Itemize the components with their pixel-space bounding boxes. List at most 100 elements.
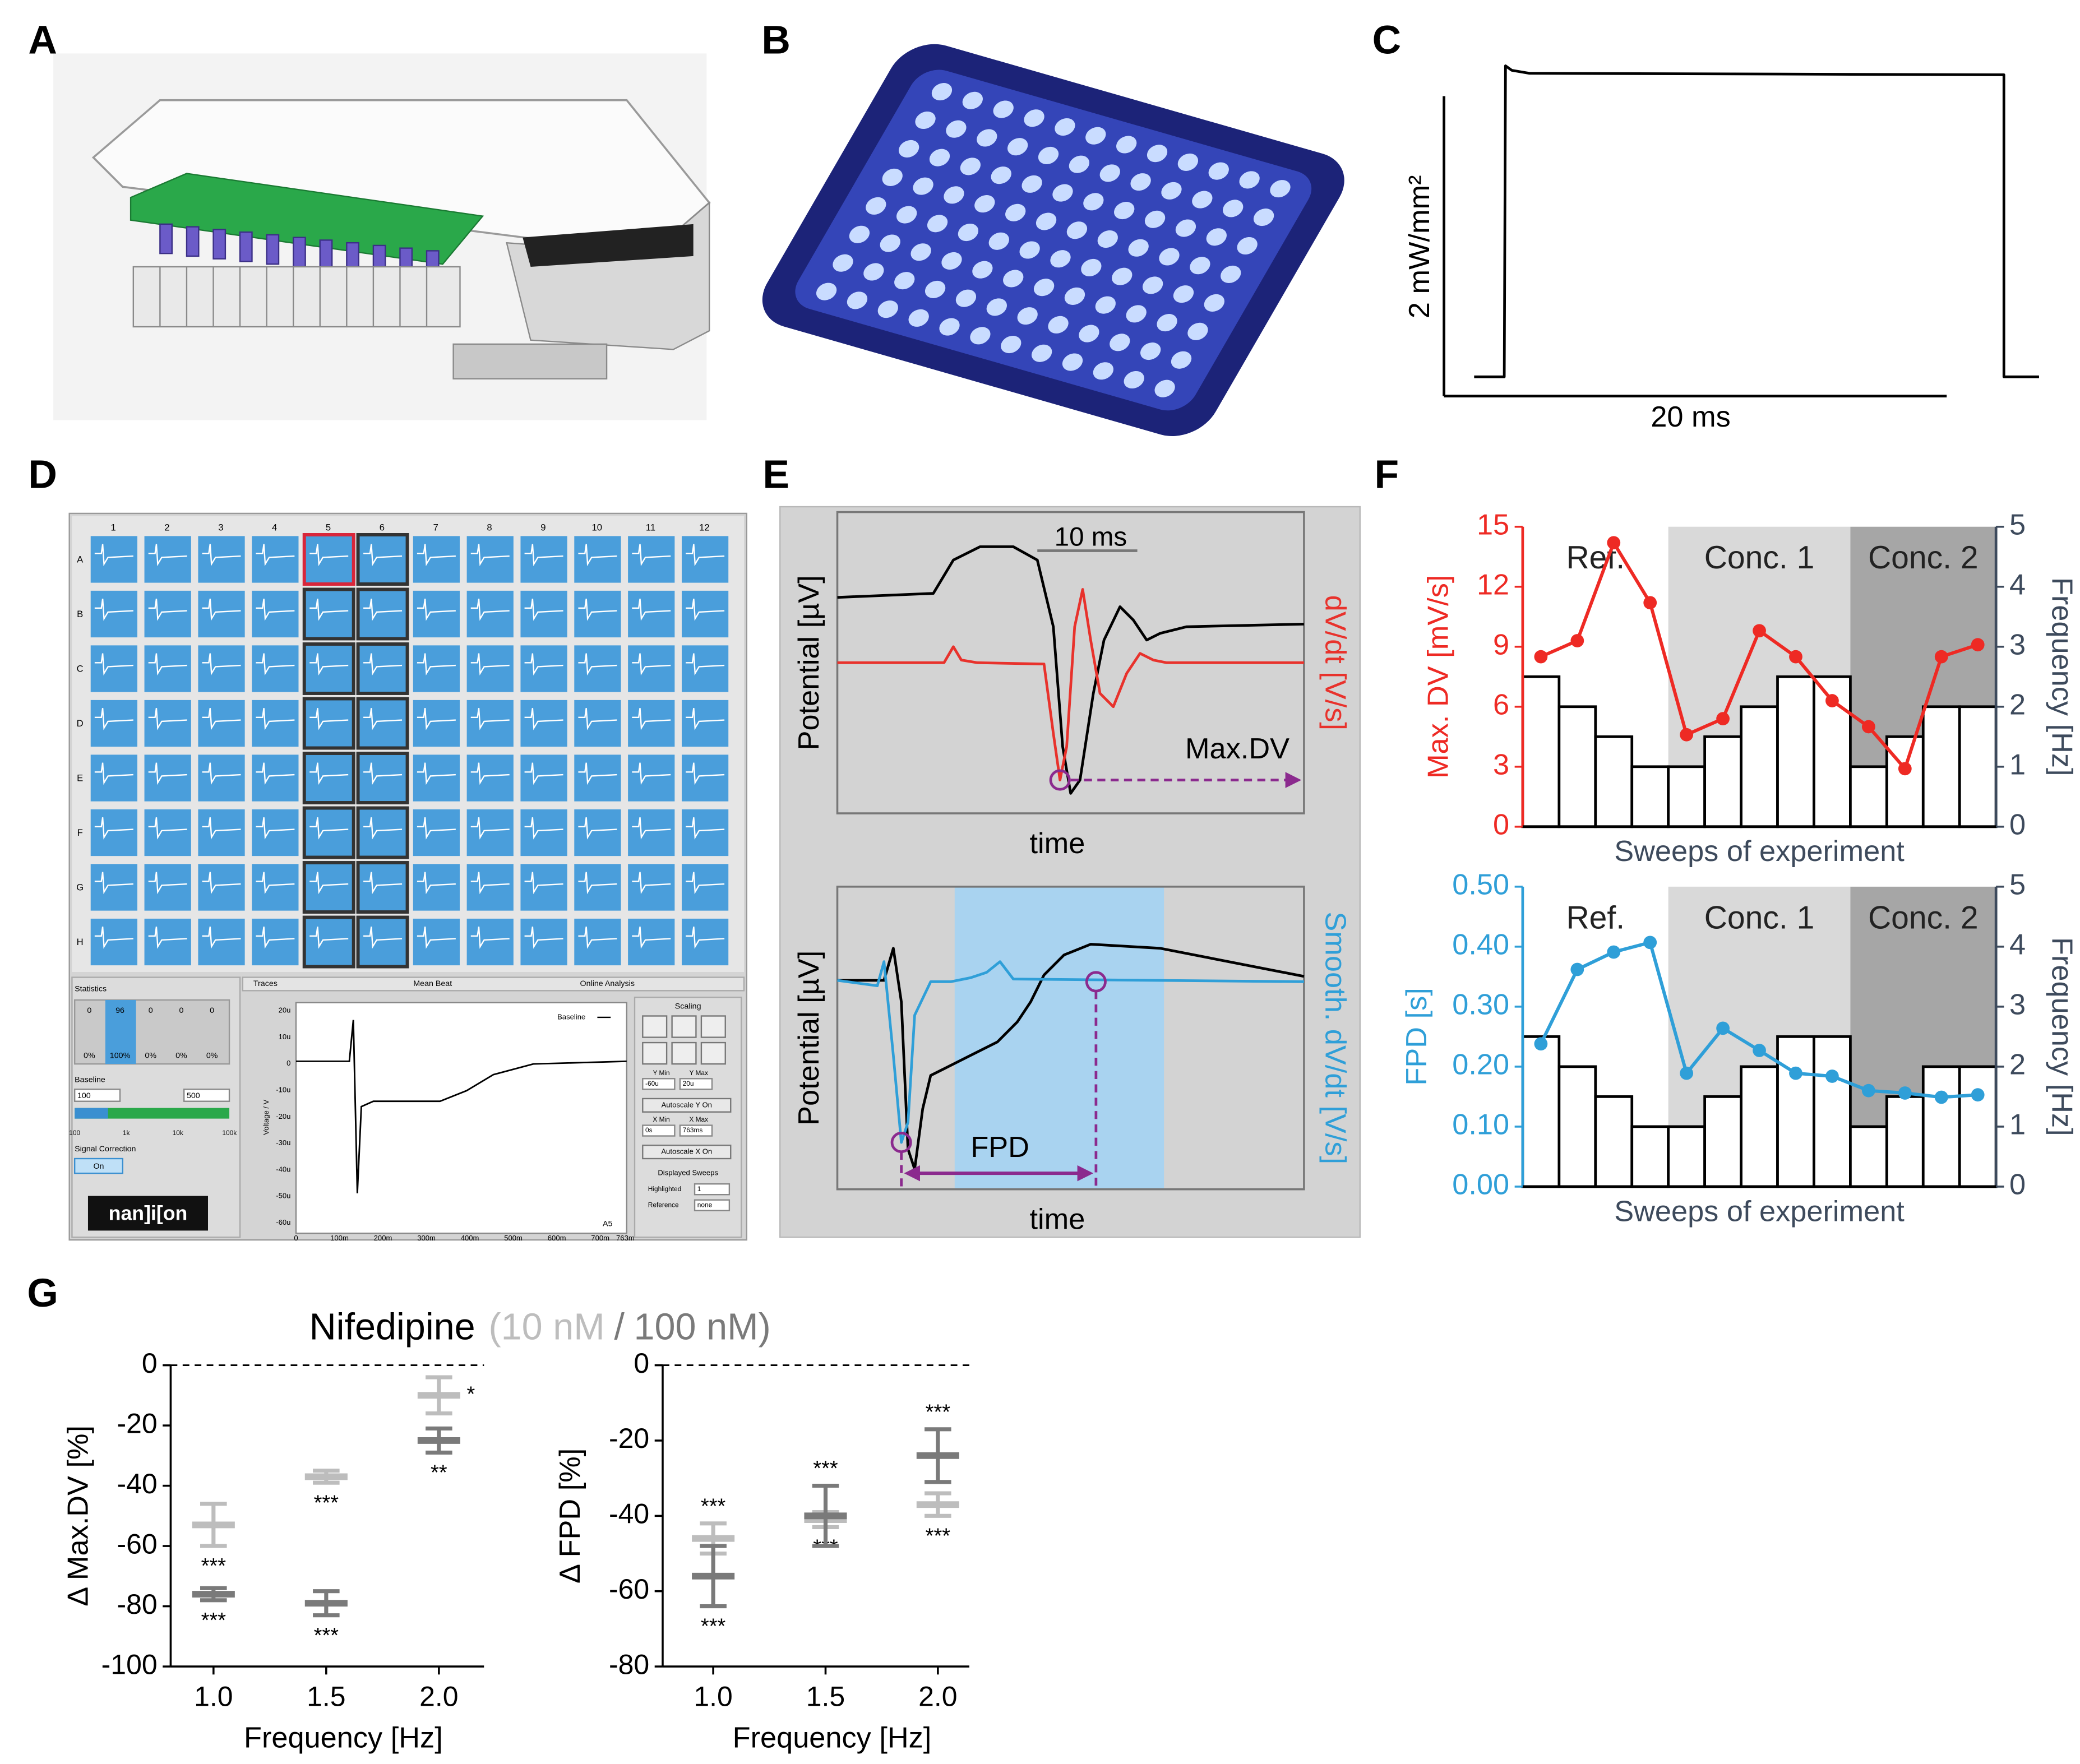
led-dot <box>1083 193 1104 211</box>
well <box>144 754 191 802</box>
led-dot <box>1130 173 1151 191</box>
well <box>628 590 675 638</box>
well-selected <box>356 752 409 804</box>
autoscale-button[interactable] <box>642 1098 732 1113</box>
well-trace <box>256 817 295 840</box>
well <box>574 864 621 911</box>
led-dot <box>1161 182 1182 200</box>
well-trace <box>524 653 563 676</box>
well <box>306 590 353 638</box>
well-trace <box>94 707 133 730</box>
well <box>681 864 729 911</box>
led-dot <box>1066 221 1088 239</box>
tool-button[interactable] <box>671 1015 697 1038</box>
panel-label: B <box>761 17 791 62</box>
significance: ** <box>431 1461 447 1485</box>
field-label: X Max <box>689 1115 708 1123</box>
well <box>466 864 514 911</box>
led-dot <box>1144 210 1166 228</box>
autoscale-button[interactable] <box>642 1145 732 1160</box>
led-dot <box>927 215 948 233</box>
well-selected <box>302 642 355 695</box>
led-dot <box>1093 362 1114 380</box>
well-trace <box>256 872 295 895</box>
bar <box>1776 675 1815 828</box>
well <box>681 645 729 692</box>
well <box>520 700 567 747</box>
y-tick-label: 0.20 <box>1452 1049 1509 1081</box>
slot-lines <box>159 266 428 327</box>
toggle-button[interactable] <box>73 1158 123 1174</box>
led-dot <box>1036 212 1057 230</box>
stat-percent: 100% <box>110 1052 131 1061</box>
led-dot <box>882 168 903 186</box>
plot-x-tick: 300m <box>417 1234 436 1242</box>
input-value: 100 <box>77 1091 91 1100</box>
y-tick-label: -40 <box>117 1468 157 1499</box>
well <box>466 590 514 638</box>
column-label: 9 <box>540 522 546 533</box>
well <box>520 754 567 802</box>
section-title: Baseline <box>75 1075 105 1084</box>
well <box>198 918 245 966</box>
row-label: C <box>77 664 84 674</box>
bar <box>1958 1065 1998 1188</box>
tool-button[interactable] <box>671 1041 697 1065</box>
plot-x-tick: 500m <box>504 1234 523 1242</box>
well-trace <box>578 653 617 676</box>
well-trace <box>470 598 510 621</box>
led-dot <box>1187 322 1208 340</box>
stats-highlight <box>105 999 136 1064</box>
tool-button[interactable] <box>700 1041 726 1065</box>
tab: Online Analysis <box>580 979 635 988</box>
slider-tick: 1k <box>123 1129 130 1137</box>
panel-label: C <box>1372 17 1402 62</box>
data-point <box>1789 1066 1802 1080</box>
section-title: Displayed Sweeps <box>658 1169 718 1177</box>
led-dot <box>986 298 1007 316</box>
well <box>574 809 621 856</box>
tool-button[interactable] <box>642 1015 668 1038</box>
led-dot <box>1124 371 1144 389</box>
scale-bar-label: 10 ms <box>1055 522 1127 552</box>
stat-count: 96 <box>115 1006 124 1015</box>
well <box>144 700 191 747</box>
bar <box>1667 765 1707 828</box>
led-dot <box>1177 153 1199 171</box>
well <box>574 536 621 583</box>
field-box <box>694 1199 731 1211</box>
led-dot <box>991 166 1011 184</box>
data-point <box>1789 650 1802 664</box>
y-axis-label: Δ Max.DV [%] <box>62 1425 95 1606</box>
led-dot <box>955 289 977 307</box>
input-value: 500 <box>187 1091 200 1100</box>
well-trace <box>363 544 403 567</box>
logo-box <box>87 1196 208 1231</box>
well-trace <box>417 927 456 949</box>
plot-y-tick: -30u <box>276 1138 290 1147</box>
y2-tick-label: 0 <box>2009 809 2026 841</box>
plot-x-tick: 100m <box>330 1234 349 1242</box>
well <box>520 645 567 692</box>
well-trace <box>148 817 187 840</box>
tool-button[interactable] <box>700 1015 726 1038</box>
led-dot <box>880 234 900 252</box>
led-dot <box>1171 351 1192 369</box>
data-point <box>1680 728 1694 742</box>
tool-button[interactable] <box>642 1041 668 1065</box>
led-dot <box>1055 118 1075 136</box>
data-point <box>1861 1084 1875 1098</box>
y-tick-label: -40 <box>609 1498 649 1530</box>
region-label: Conc. 1 <box>1704 540 1815 576</box>
led-dot <box>1085 127 1106 145</box>
x-tick-label: 1.0 <box>194 1680 233 1712</box>
well-trace <box>632 598 671 621</box>
input-box <box>183 1089 230 1102</box>
field-label: Reference <box>648 1201 679 1209</box>
well-trace <box>417 707 456 730</box>
led-dot <box>1128 239 1149 257</box>
well <box>306 864 353 911</box>
well <box>144 645 191 692</box>
well-trace <box>578 707 617 730</box>
well-trace <box>417 762 456 785</box>
